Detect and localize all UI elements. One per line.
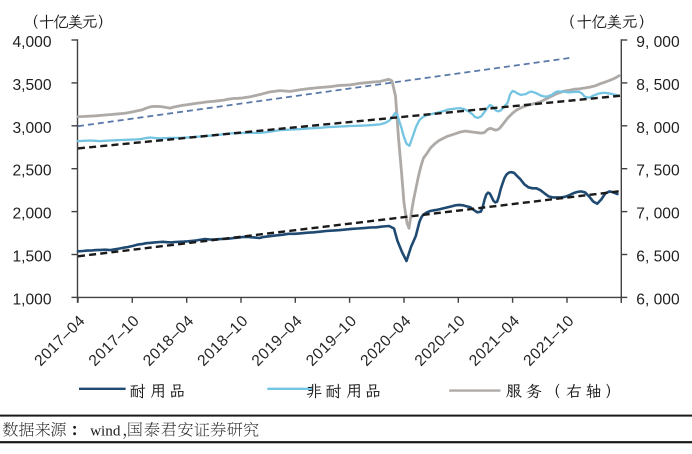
svg-text:wind: wind [90, 423, 121, 440]
svg-text:1,000: 1,000 [12, 291, 51, 308]
svg-text:1,500: 1,500 [12, 249, 51, 266]
svg-text:9, 000: 9, 000 [636, 34, 680, 51]
svg-text:2,500: 2,500 [12, 163, 51, 180]
svg-text:3,000: 3,000 [12, 120, 51, 137]
svg-text:2,000: 2,000 [12, 206, 51, 223]
svg-text:4,000: 4,000 [12, 34, 51, 51]
svg-text:7, 000: 7, 000 [636, 206, 680, 223]
svg-text:7, 500: 7, 500 [636, 163, 680, 180]
svg-text:6, 500: 6, 500 [636, 249, 680, 266]
svg-text:8, 000: 8, 000 [636, 120, 680, 137]
svg-text:8, 500: 8, 500 [636, 77, 680, 94]
svg-text:6, 000: 6, 000 [636, 291, 680, 308]
svg-text:3,500: 3,500 [12, 77, 51, 94]
